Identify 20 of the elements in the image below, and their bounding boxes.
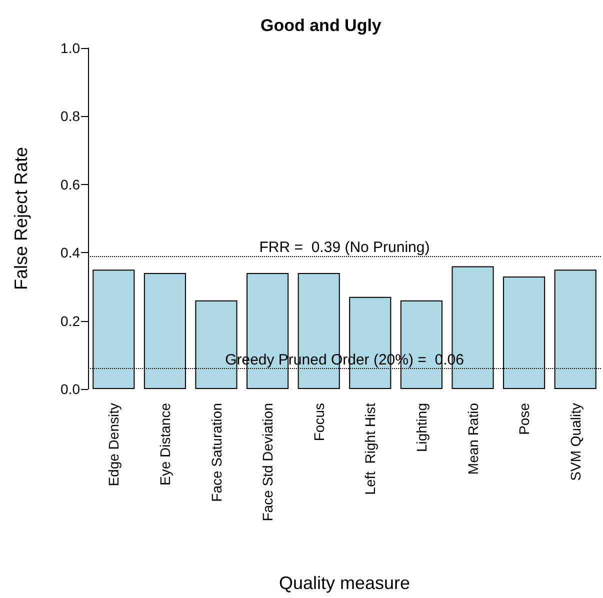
x-tick-label: Focus <box>310 403 327 442</box>
x-axis-title: Quality measure <box>278 573 410 593</box>
text: 1.0 <box>60 40 80 56</box>
text: 0.4 <box>60 244 80 261</box>
y-axis-title: False Reject Rate <box>11 146 31 290</box>
text: 0.6 <box>60 176 80 192</box>
x-tick-label: Left Right Hist <box>362 402 378 495</box>
x-tick-label: Mean Ratio <box>464 402 481 475</box>
text: 0.0 <box>60 381 80 397</box>
x-tick-label: Lighting <box>413 403 430 452</box>
x-tick-label: SVM Quality <box>567 403 584 481</box>
ref-line-label: FRR = 0.39 (No Pruning) <box>259 239 430 256</box>
x-tick-label: Eye Distance <box>156 402 173 486</box>
text: 0.2 <box>60 312 80 329</box>
text: 0.8 <box>60 108 80 124</box>
x-tick-label: Face Std Deviation <box>260 403 276 522</box>
x-tick-label: Pose <box>516 402 532 435</box>
x-tick-label: Face Saturation <box>208 403 224 502</box>
chart-title: Good and Ugly <box>260 16 382 35</box>
x-tick-label: Edge Density <box>106 403 122 486</box>
